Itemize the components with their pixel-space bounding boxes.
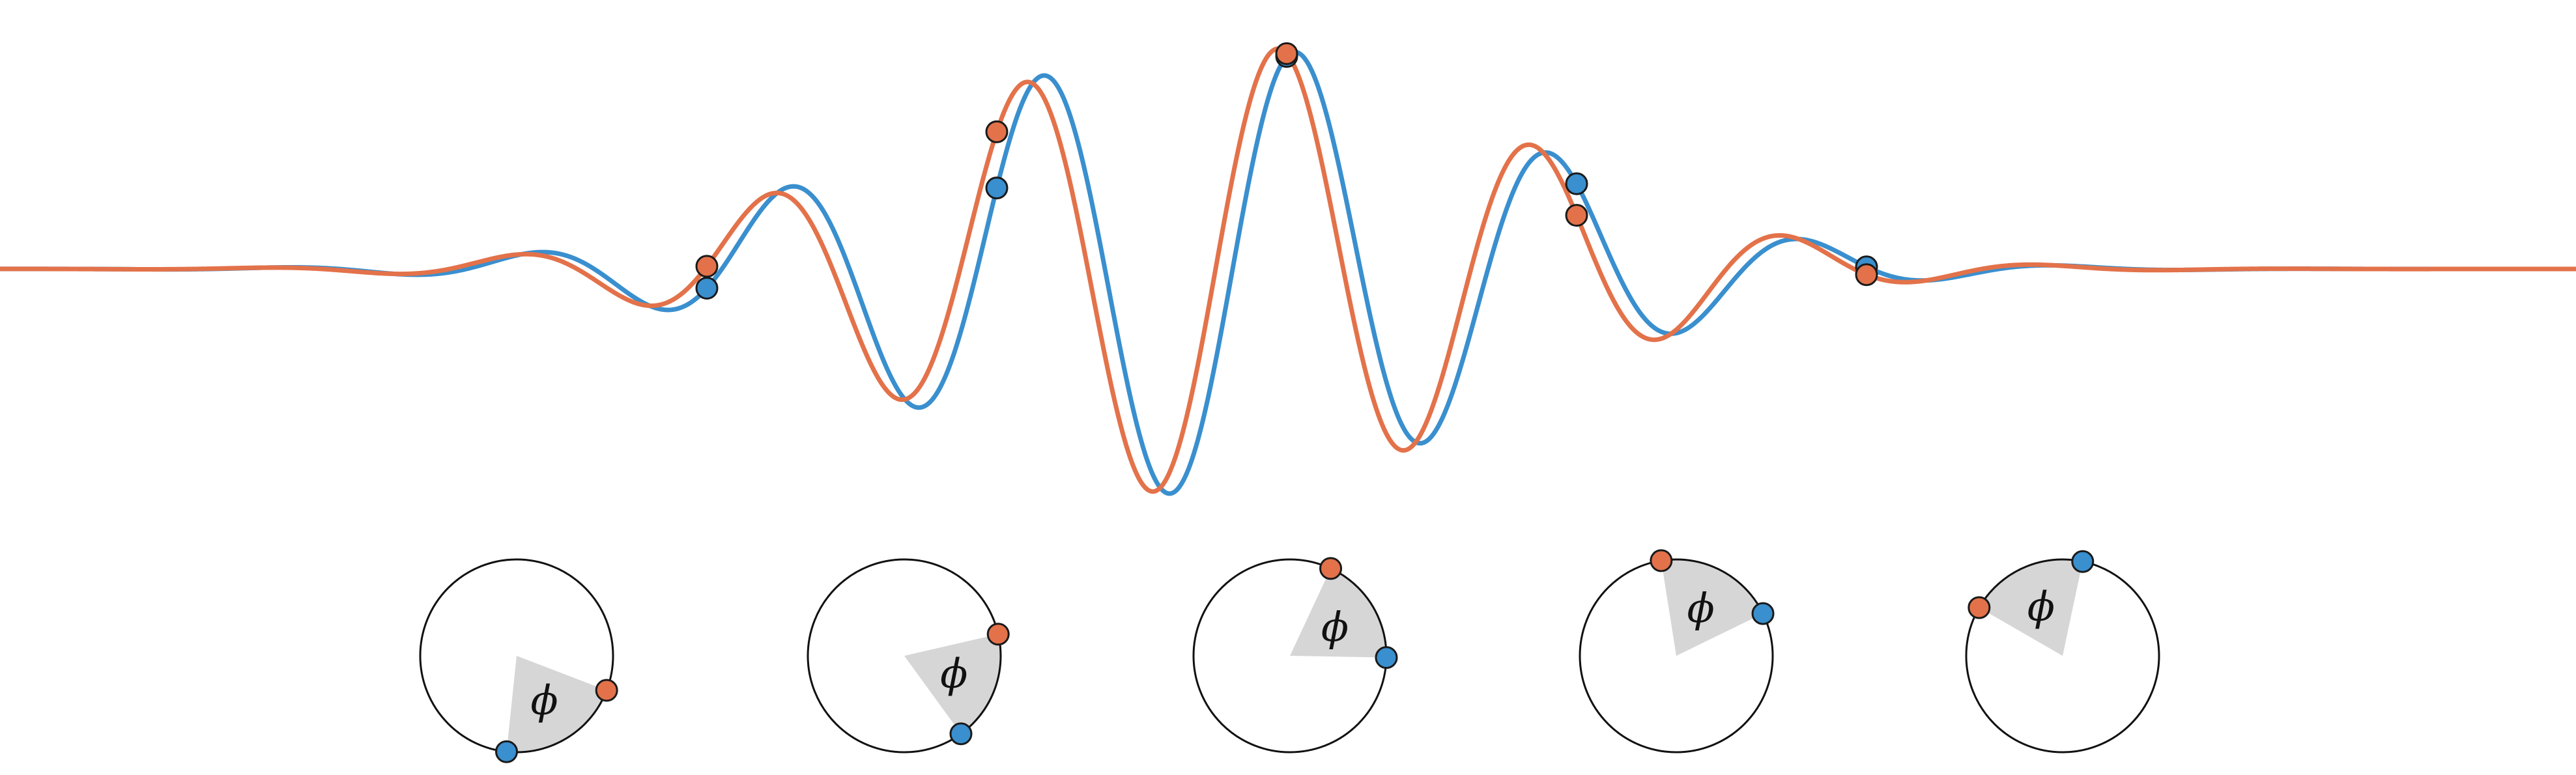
unit-circle	[1579, 558, 1774, 754]
blue-wave-marker-4	[1565, 172, 1588, 195]
orange-wave-marker-5	[1855, 263, 1878, 287]
orange-phasor-point	[1650, 549, 1673, 572]
blue-phasor-point	[1751, 602, 1775, 625]
orange-wave-marker-3	[1275, 42, 1298, 65]
blue-wave-marker-2	[985, 176, 1009, 200]
orange-wave-packet	[0, 46, 2576, 494]
phase-label: ϕ	[940, 650, 967, 698]
wave-markers	[695, 42, 1878, 300]
orange-wave-marker-4	[1565, 204, 1588, 227]
phasor-2: ϕ	[807, 558, 1010, 754]
orange-phasor-point	[595, 679, 618, 702]
orange-wave-marker-1	[695, 255, 719, 278]
phase-wedge	[1290, 568, 1387, 658]
phase-label: ϕ	[530, 676, 558, 724]
phase-label: ϕ	[1321, 603, 1349, 651]
phase-wedge	[1661, 559, 1764, 656]
phase-wedge	[1979, 559, 2083, 656]
phasor-4: ϕ	[1579, 549, 1775, 754]
orange-wave-marker-2	[985, 120, 1009, 143]
blue-phasor-point	[1375, 646, 1398, 669]
phasor-1: ϕ	[419, 558, 618, 763]
orange-phasor-point	[986, 623, 1010, 646]
unit-circle	[807, 558, 1002, 754]
blue-wave-marker-1	[695, 276, 719, 300]
blue-phasor-point	[495, 740, 519, 763]
phase-wedge	[904, 634, 1001, 734]
unit-circle	[1965, 558, 2160, 754]
blue-phasor-point	[949, 722, 973, 746]
blue-phasor-point	[2071, 550, 2095, 573]
wave-packets	[0, 46, 2576, 496]
phase-wedge	[506, 656, 607, 753]
phasor-3: ϕ	[1192, 557, 1398, 754]
phasor-5: ϕ	[1965, 550, 2160, 754]
phasor-circles: ϕ ϕ ϕ ϕ ϕ	[419, 549, 2160, 763]
phase-label: ϕ	[1687, 584, 1714, 632]
phase-label: ϕ	[2027, 583, 2055, 630]
orange-phasor-point	[1968, 596, 1991, 619]
orange-phasor-point	[1319, 557, 1343, 580]
